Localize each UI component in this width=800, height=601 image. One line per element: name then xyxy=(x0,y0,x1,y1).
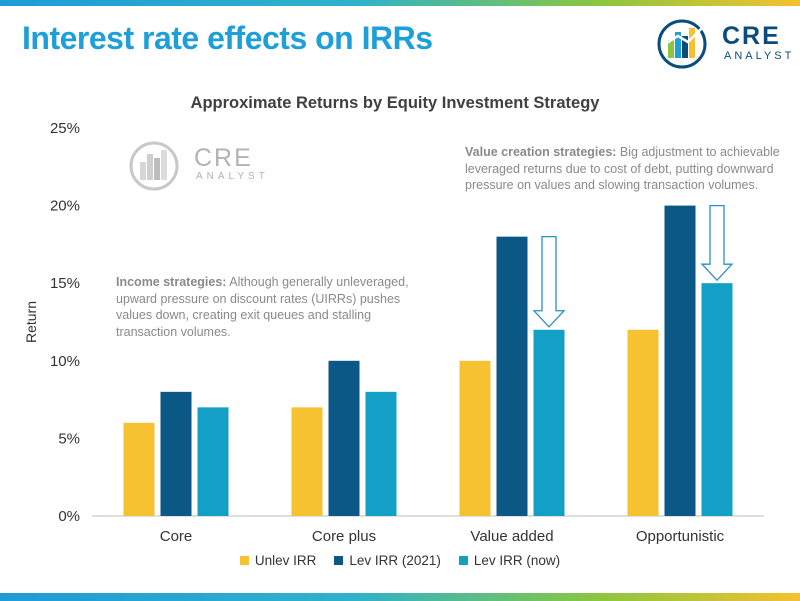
bar xyxy=(496,236,528,516)
bar xyxy=(328,360,360,516)
bar xyxy=(533,329,565,516)
logo-subtext: ANALYST xyxy=(724,50,795,62)
top-accent-bar xyxy=(0,0,800,6)
watermark-logo: CRE ANALYST xyxy=(128,140,278,192)
slide-title: Interest rate effects on IRRs xyxy=(22,20,433,56)
watermark-subtext: ANALYST xyxy=(196,171,269,182)
legend-item-lev-2021: Lev IRR (2021) xyxy=(334,553,441,568)
down-arrow-icon xyxy=(700,204,734,282)
y-tick-label: 5% xyxy=(58,430,80,447)
legend-item-lev-now: Lev IRR (now) xyxy=(458,553,561,568)
legend-label: Lev IRR (2021) xyxy=(349,553,441,568)
income-strategies-note: Income strategies: Although generally un… xyxy=(116,274,416,340)
value-creation-note: Value creation strategies: Big adjustmen… xyxy=(465,144,795,194)
bar xyxy=(701,283,733,516)
bar xyxy=(197,407,229,516)
x-tick-label: Core plus xyxy=(312,528,376,545)
bar xyxy=(664,205,696,516)
y-tick-label: 25% xyxy=(50,120,80,137)
value-note-body: Big adjustment to achievable leveraged r… xyxy=(465,145,780,192)
bar xyxy=(160,391,192,516)
y-tick-label: 15% xyxy=(50,275,80,292)
watermark-text: CRE xyxy=(194,144,253,172)
bar xyxy=(459,360,491,516)
y-tick-label: 20% xyxy=(50,198,80,215)
legend-label: Lev IRR (now) xyxy=(473,553,561,568)
legend-label: Unlev IRR xyxy=(254,553,317,568)
legend-swatch xyxy=(334,556,344,565)
x-tick-label: Opportunistic xyxy=(636,528,725,545)
income-note-body: Although generally unleveraged, upward p… xyxy=(116,275,409,339)
y-tick-label: 10% xyxy=(50,353,80,370)
bar xyxy=(291,407,323,516)
y-tick-label: 0% xyxy=(58,508,80,525)
x-tick-label: Value added xyxy=(470,528,553,545)
legend-swatch xyxy=(458,556,468,565)
value-note-heading: Value creation strategies: xyxy=(465,145,617,159)
bar xyxy=(123,422,155,516)
income-note-heading: Income strategies: xyxy=(116,275,227,289)
logo-text: CRE xyxy=(722,22,781,50)
y-axis-label: Return xyxy=(23,301,39,343)
chart-title: Approximate Returns by Equity Investment… xyxy=(191,94,601,112)
x-tick-label: Core xyxy=(160,528,193,545)
cre-analyst-logo: CRE ANALYST xyxy=(656,18,796,70)
legend-item-unlev: Unlev IRR xyxy=(239,553,317,568)
logo-emblem-icon xyxy=(657,19,707,69)
bar xyxy=(365,391,397,516)
watermark-emblem-icon xyxy=(129,141,179,191)
legend-swatch xyxy=(239,556,249,565)
bar xyxy=(627,329,659,516)
down-arrow-icon xyxy=(532,235,566,328)
bottom-accent-bar xyxy=(0,593,800,601)
chart-legend: Unlev IRR Lev IRR (2021) Lev IRR (now) xyxy=(0,553,800,568)
